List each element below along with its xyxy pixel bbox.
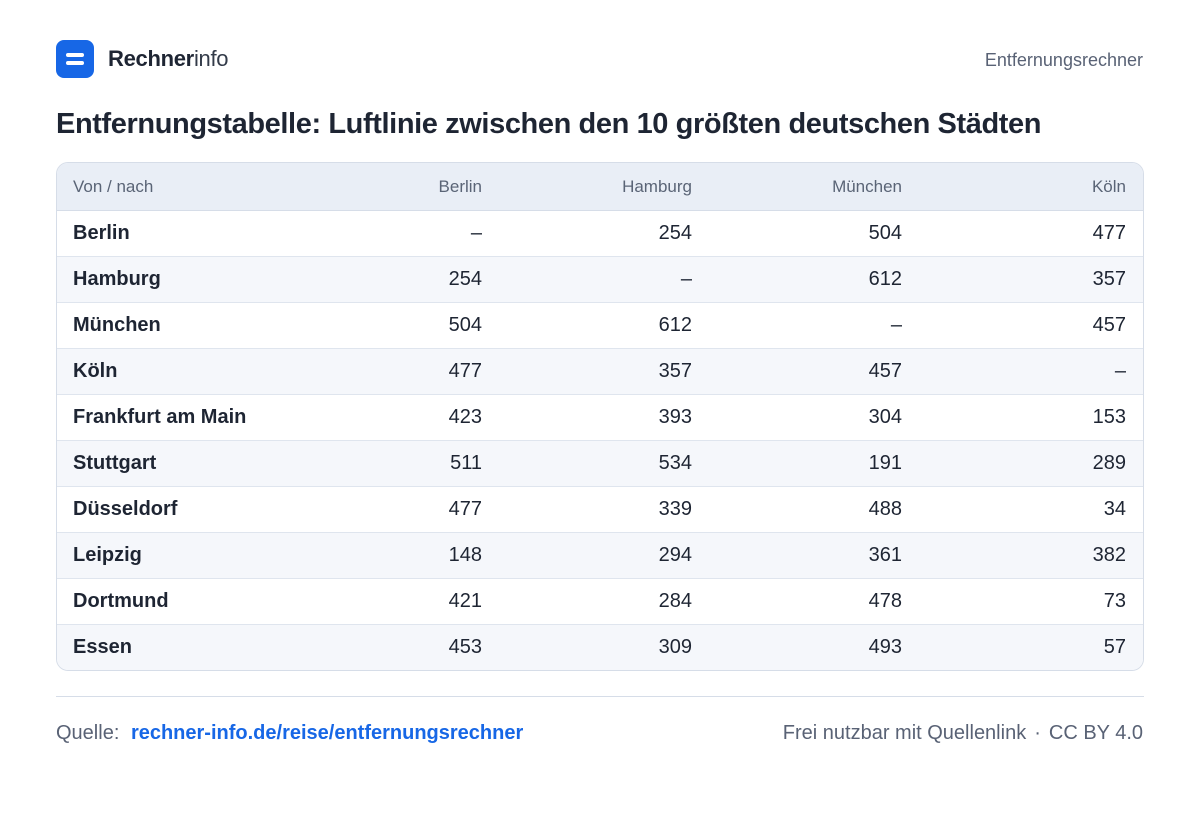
logo-text: Rechnerinfo [108,46,229,71]
distance-cell: – [919,348,1143,395]
distance-cell: 191 [709,440,919,487]
distance-cell: 34 [919,486,1143,533]
license-badge: CC BY 4.0 [1048,722,1143,744]
table-row: Stuttgart 511 534 191 289 [57,440,1143,487]
row-city: Leipzig [57,532,257,579]
row-city: Düsseldorf [57,486,257,533]
distance-cell: 511 [257,440,499,487]
row-city: Essen [57,624,257,670]
distance-table-grid: Von / nach Berlin Hamburg München Köln B… [57,163,1143,670]
distance-cell: 457 [709,348,919,395]
distance-cell: 478 [709,578,919,625]
source-label: Quelle: [56,722,120,744]
table-body: Berlin – 254 504 477 Hamburg 254 – 612 3… [57,211,1143,670]
distance-cell: 477 [257,348,499,395]
distance-cell: 382 [919,532,1143,579]
footer-divider [56,696,1144,697]
row-city: Frankfurt am Main [57,394,257,441]
logo-text-light: info [193,46,229,71]
distance-cell: 361 [709,532,919,579]
distance-cell: 254 [257,256,499,303]
page-title: Entfernungstabelle: Luftlinie zwischen d… [56,108,1042,140]
distance-cell: 423 [257,394,499,441]
column-header-berlin: Berlin [257,163,499,211]
license-text: Frei nutzbar mit Quellenlink [782,722,1027,744]
distance-cell: 254 [658,222,692,244]
distance-cell: 477 [1092,222,1126,244]
source-line: Quelle: rechner-info.de/reise/entfernung… [56,722,523,745]
table-row: Köln 477 357 457 – [57,348,1143,395]
logo[interactable]: Rechnerinfo [56,40,229,78]
table-row: Berlin – 254 504 477 [57,211,1143,257]
distance-table: Von / nach Berlin Hamburg München Köln B… [56,162,1144,671]
distance-cell: 493 [709,624,919,670]
table-row: Düsseldorf 477 339 488 34 [57,486,1143,533]
distance-cell: – [499,256,709,303]
distance-cell: 612 [709,256,919,303]
license-line: Frei nutzbar mit Quellenlink · CC BY 4.0 [783,722,1143,745]
distance-cell: 504 [868,222,902,244]
row-city: Stuttgart [57,440,257,487]
license-separator: · [1034,722,1041,744]
source-link[interactable]: rechner-info.de/reise/entfernungsrechner [130,722,524,744]
distance-cell: 289 [919,440,1143,487]
distance-cell: 488 [709,486,919,533]
column-header-hamburg: Hamburg [499,163,709,211]
distance-cell: 153 [919,394,1143,441]
table-row: Dortmund 421 284 478 73 [57,578,1143,625]
table-row: München 504 612 – 457 [57,302,1143,349]
row-city: Dortmund [57,578,257,625]
distance-cell: 504 [257,302,499,349]
distance-cell: 284 [499,578,709,625]
column-header-muenchen: München [709,163,919,211]
distance-cell: 453 [257,624,499,670]
distance-cell: 612 [499,302,709,349]
table-row: Leipzig 148 294 361 382 [57,532,1143,579]
distance-cell: 421 [257,578,499,625]
distance-cell: – [709,302,919,349]
distance-cell: 534 [499,440,709,487]
distance-cell: 73 [919,578,1143,625]
distance-cell: 148 [257,532,499,579]
distance-cell: 457 [919,302,1143,349]
distance-cell: 309 [499,624,709,670]
table-row: Hamburg 254 – 612 357 [57,256,1143,303]
tool-name: Entfernungsrechner [984,50,1143,70]
table-row: Essen 453 309 493 57 [57,624,1143,670]
distance-cell: – [470,222,482,244]
equals-icon [56,40,94,78]
logo-text-bold: Rechner [108,46,194,71]
distance-cell: 57 [919,624,1143,670]
row-city: Berlin [73,222,130,244]
distance-cell: 294 [499,532,709,579]
row-city: Köln [57,348,257,395]
distance-cell: 357 [499,348,709,395]
column-header-from-to: Von / nach [57,163,257,211]
table-header: Von / nach Berlin Hamburg München Köln [57,163,1143,211]
column-header-koeln: Köln [919,163,1143,211]
row-city: Hamburg [57,256,257,303]
distance-cell: 477 [257,486,499,533]
distance-cell: 304 [709,394,919,441]
table-row: Frankfurt am Main 423 393 304 153 [57,394,1143,441]
distance-cell: 357 [919,256,1143,303]
distance-cell: 339 [499,486,709,533]
distance-cell: 393 [499,394,709,441]
row-city: München [57,302,257,349]
